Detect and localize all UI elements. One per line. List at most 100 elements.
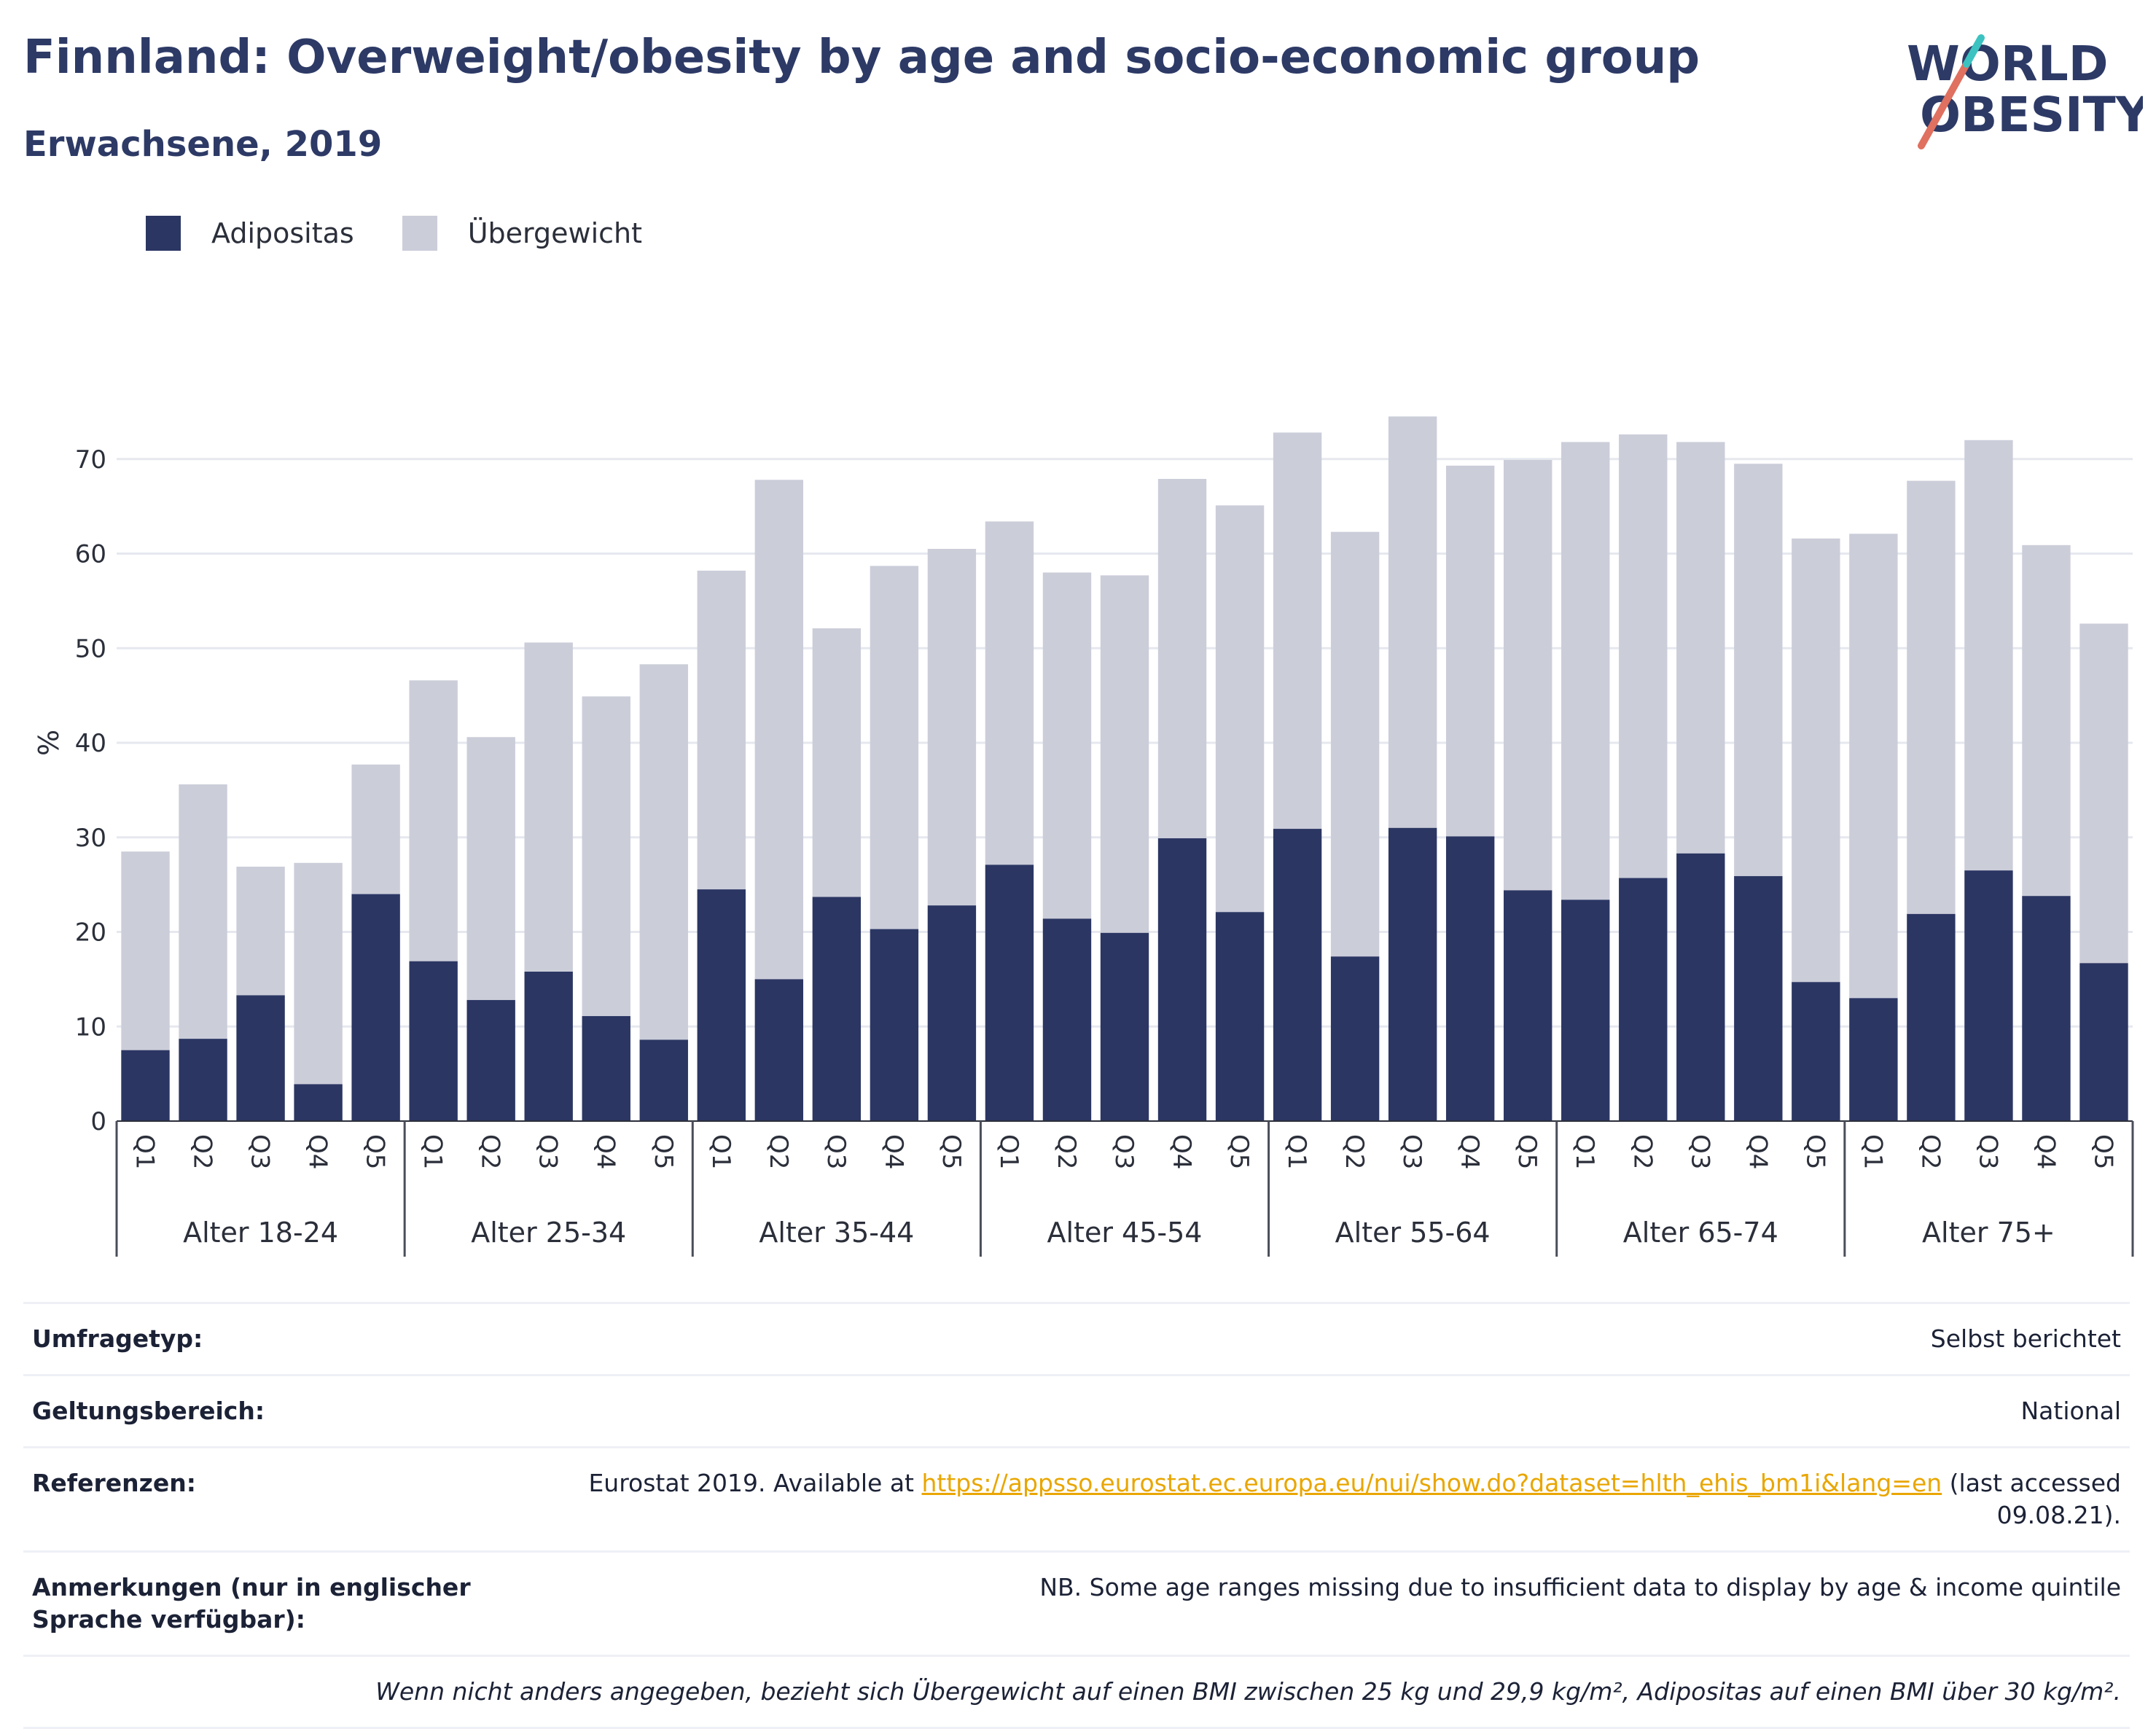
y-tick-label-60: 60 — [75, 540, 106, 569]
x-tick-label-g2-q5: Q5 — [649, 1134, 678, 1169]
bar-overweight-g1-q3 — [236, 866, 285, 996]
bar-overweight-g4-q5 — [1215, 505, 1265, 913]
bar-overweight-g2-q1 — [409, 680, 458, 961]
bar-obesity-g1-q1 — [121, 1050, 170, 1121]
info-row-references: Referenzen: Eurostat 2019. Available at … — [23, 1446, 2130, 1550]
references-date: 09.08.21). — [1996, 1501, 2121, 1529]
bar-obesity-g5-q3 — [1388, 827, 1437, 1121]
logo-accent-slash-2 — [1963, 34, 1985, 68]
x-tick-label-g1-q1: Q1 — [130, 1134, 160, 1169]
bar-overweight-g1-q4 — [294, 862, 343, 1085]
y-tick-label-20: 20 — [75, 918, 106, 948]
bar-overweight-g4-q3 — [1100, 575, 1149, 933]
y-tick-label-50: 50 — [75, 634, 106, 663]
bar-overweight-g6-q4 — [1734, 464, 1783, 876]
logo-line-2: OBESITY — [1920, 87, 2143, 143]
bar-overweight-g2-q3 — [524, 642, 573, 972]
bar-obesity-g2-q2 — [466, 999, 515, 1121]
bar-obesity-g1-q3 — [236, 995, 285, 1121]
scope-value: National — [2020, 1397, 2121, 1425]
bar-obesity-g3-q2 — [754, 979, 804, 1121]
x-tick-label-g7-q3: Q3 — [1973, 1134, 2002, 1169]
x-tick-label-g1-q3: Q3 — [246, 1134, 275, 1169]
x-tick-label-g3-q5: Q5 — [937, 1134, 966, 1169]
info-row-notes: Anmerkungen (nur in englischer Sprache v… — [23, 1550, 2130, 1655]
legend-swatch-obesity — [146, 216, 181, 251]
x-tick-label-g2-q3: Q3 — [534, 1134, 563, 1169]
bar-obesity-g4-q5 — [1215, 912, 1265, 1121]
group-label-1: Alter 18-24 — [183, 1217, 338, 1249]
stacked-bar-chart: 0 10 20 30 40 50 60 70% Q1 Q2 Q3 Q4 Q5 Q1 Q2 Q3 Q4 Q5 Q1 Q2… — [33, 416, 2134, 1257]
bar-overweight-g7-q5 — [2079, 623, 2128, 964]
bar-obesity-g6-q1 — [1561, 899, 1610, 1121]
logo-accent-slash — [1918, 61, 1970, 149]
bar-overweight-g3-q5 — [927, 549, 977, 906]
bar-obesity-g3-q5 — [927, 905, 977, 1121]
x-tick-label-g6-q4: Q4 — [1743, 1134, 1772, 1169]
bar-obesity-g5-q5 — [1504, 890, 1552, 1121]
bar-overweight-g7-q4 — [2022, 545, 2071, 897]
y-tick-label-10: 10 — [75, 1012, 106, 1042]
bar-overweight-g3-q2 — [754, 480, 804, 980]
bar-obesity-g7-q1 — [1849, 998, 1898, 1121]
bar-overweight-g7-q2 — [1907, 480, 1956, 914]
bar-obesity-g3-q4 — [870, 929, 919, 1121]
bar-obesity-g2-q5 — [639, 1039, 688, 1121]
y-tick-label-70: 70 — [75, 445, 106, 475]
x-tick-label-g3-q1: Q1 — [706, 1134, 735, 1169]
bar-obesity-g6-q5 — [1792, 982, 1840, 1121]
bar-obesity-g2-q3 — [524, 971, 573, 1121]
x-tick-label-g5-q5: Q5 — [1512, 1134, 1542, 1169]
bar-overweight-g5-q5 — [1504, 460, 1552, 891]
info-row-scope: Geltungsbereich: National — [23, 1374, 2130, 1446]
bar-obesity-g7-q3 — [1964, 870, 2013, 1121]
x-tick-label-g1-q2: Q2 — [188, 1134, 217, 1169]
bar-obesity-g3-q3 — [812, 897, 862, 1121]
bar-overweight-g4-q1 — [985, 521, 1034, 865]
logo-line-1: WORLD — [1907, 36, 2109, 92]
y-tick-label-30: 30 — [75, 824, 106, 853]
legend-label-overweight: Übergewicht — [467, 217, 642, 249]
bar-overweight-g5-q2 — [1330, 531, 1380, 957]
bar-overweight-g3-q4 — [870, 566, 919, 929]
bar-overweight-g4-q2 — [1042, 572, 1092, 919]
x-tick-label-g3-q4: Q4 — [879, 1134, 908, 1169]
bar-obesity-g4-q4 — [1157, 838, 1207, 1121]
bar-obesity-g7-q5 — [2079, 963, 2128, 1121]
bar-obesity-g3-q1 — [697, 889, 746, 1121]
info-row-survey: Umfragetyp: Selbst berichtet — [23, 1302, 2130, 1374]
references-link[interactable]: https://appsso.eurostat.ec.europa.eu/nui… — [921, 1469, 1942, 1497]
bar-obesity-g5-q1 — [1273, 829, 1322, 1121]
definition-footnote: Wenn nicht anders angegeben, bezieht sic… — [23, 1655, 2130, 1729]
group-label-3: Alter 35-44 — [759, 1217, 914, 1249]
x-tick-label-g2-q4: Q4 — [591, 1134, 620, 1169]
chart-legend: Adipositas Übergewicht — [146, 216, 690, 251]
legend-item-overweight[interactable]: Übergewicht — [402, 216, 642, 251]
chart-subtitle: Erwachsene, 2019 — [23, 124, 383, 165]
legend-item-obesity[interactable]: Adipositas — [146, 216, 354, 251]
x-tick-label-g7-q2: Q2 — [1915, 1134, 1945, 1169]
x-tick-label-g3-q3: Q3 — [821, 1134, 851, 1169]
x-tick-label-g6-q1: Q1 — [1570, 1134, 1599, 1169]
y-tick-label-0: 0 — [90, 1107, 106, 1136]
bar-overweight-g7-q3 — [1964, 440, 2013, 871]
bar-overweight-g2-q4 — [582, 696, 630, 1016]
bar-obesity-g7-q2 — [1907, 913, 1956, 1121]
group-label-4: Alter 45-54 — [1047, 1217, 1203, 1249]
bar-obesity-g1-q2 — [179, 1039, 227, 1121]
survey-type-value: Selbst berichtet — [1930, 1324, 2121, 1353]
bar-obesity-g7-q4 — [2022, 896, 2071, 1121]
x-tick-label-g6-q2: Q2 — [1628, 1134, 1657, 1169]
bar-overweight-g2-q2 — [466, 737, 515, 1000]
bar-obesity-g5-q4 — [1445, 836, 1495, 1121]
x-tick-label-g7-q5: Q5 — [2088, 1134, 2117, 1169]
bar-obesity-g6-q3 — [1676, 853, 1725, 1121]
notes-value: NB. Some age ranges missing due to insuf… — [1039, 1573, 2121, 1601]
x-tick-label-g4-q3: Q3 — [1109, 1134, 1138, 1169]
survey-type-label: Umfragetyp: — [32, 1324, 203, 1353]
bar-obesity-g4-q2 — [1042, 918, 1092, 1121]
bar-overweight-g6-q1 — [1561, 442, 1610, 900]
legend-swatch-overweight — [402, 216, 437, 251]
x-tick-label-g4-q1: Q1 — [994, 1134, 1023, 1169]
